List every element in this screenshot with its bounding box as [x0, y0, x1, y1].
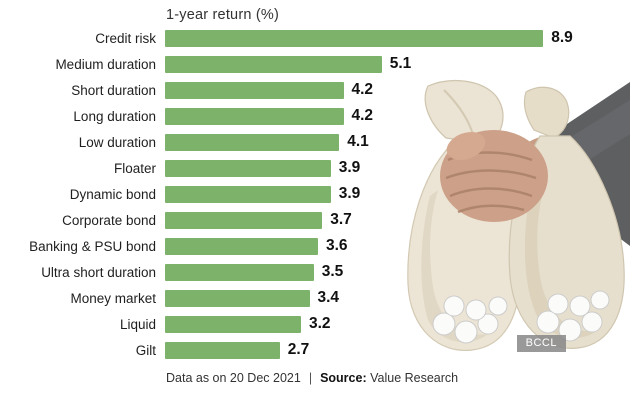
bar-value-label: 4.2 — [351, 81, 374, 98]
bar — [165, 237, 318, 255]
bar-row: Liquid 3.2 — [0, 311, 630, 337]
bar-chart: 1-year return (%) Credit risk 8.9 Medium d… — [0, 7, 630, 385]
bar-row: Banking & PSU bond 3.6 — [0, 233, 630, 259]
bar — [165, 107, 344, 125]
bar-rows: Credit risk 8.9 Medium duration 5.1 Short du… — [0, 25, 630, 363]
bar-category-label: Medium duration — [55, 56, 156, 72]
bar-category-label: Short duration — [71, 82, 156, 98]
footer-date: Data as on 20 Dec 2021 — [166, 371, 301, 385]
bar-value-label: 3.5 — [321, 263, 344, 280]
bar-row: Low duration 4.1 — [0, 129, 630, 155]
bar-row: Ultra short duration 3.5 — [0, 259, 630, 285]
bar-row: Gilt 2.7 — [0, 337, 630, 363]
bar-value-label: 3.4 — [317, 289, 340, 306]
bar-value-label: 3.2 — [309, 315, 331, 332]
bar-row: Floater 3.9 — [0, 155, 630, 181]
bar-row: Short duration 4.2 — [0, 77, 630, 103]
bar-category-label: Ultra short duration — [41, 264, 156, 280]
bar — [165, 159, 331, 177]
bar — [165, 29, 544, 47]
bar-row: Credit risk 8.9 — [0, 25, 630, 51]
bar-value-label: 8.9 — [551, 29, 573, 46]
bar-value-label: 3.6 — [326, 237, 348, 254]
bar — [165, 289, 310, 307]
bar-row: Dynamic bond 3.9 — [0, 181, 630, 207]
bar-category-label: Credit risk — [95, 30, 156, 46]
bar-category-label: Gilt — [135, 342, 156, 358]
bar-row: Money market 3.4 — [0, 285, 630, 311]
bar-value-label: 2.7 — [287, 341, 310, 358]
bar-category-label: Banking & PSU bond — [29, 238, 156, 254]
bar-row: Corporate bond 3.7 — [0, 207, 630, 233]
bar-category-label: Long duration — [73, 108, 156, 124]
bar-value-label: 3.9 — [338, 159, 361, 176]
bar-row: Long duration 4.2 — [0, 103, 630, 129]
bar-value-label: 4.2 — [351, 107, 374, 124]
bar-value-label: 3.9 — [338, 185, 361, 202]
bar — [165, 55, 382, 73]
bar-category-label: Corporate bond — [62, 212, 156, 228]
bar-category-label: Dynamic bond — [69, 186, 156, 202]
footer-source-value: Value Research — [370, 371, 459, 385]
bar-value-label: 4.1 — [347, 133, 369, 150]
bar-category-label: Floater — [113, 160, 156, 176]
footer-separator: | — [308, 371, 313, 385]
chart-title: 1-year return (%) — [166, 7, 279, 23]
bar — [165, 341, 280, 359]
bar — [165, 133, 340, 151]
bar — [165, 211, 323, 229]
footer: Data as on 20 Dec 2021 | Source: Value Res… — [166, 371, 630, 385]
bar — [165, 315, 301, 333]
bar-value-label: 5.1 — [389, 55, 412, 72]
bar-category-label: Money market — [70, 290, 156, 306]
bar — [165, 263, 314, 281]
footer-source-label: Source: — [320, 371, 367, 385]
bar-row: Medium duration 5.1 — [0, 51, 630, 77]
photo-credit-badge: BCCL — [516, 335, 566, 352]
bar-category-label: Liquid — [119, 316, 156, 332]
bar — [165, 81, 344, 99]
bar-value-label: 3.7 — [330, 211, 352, 228]
bar-category-label: Low duration — [78, 134, 156, 150]
bar — [165, 185, 331, 203]
